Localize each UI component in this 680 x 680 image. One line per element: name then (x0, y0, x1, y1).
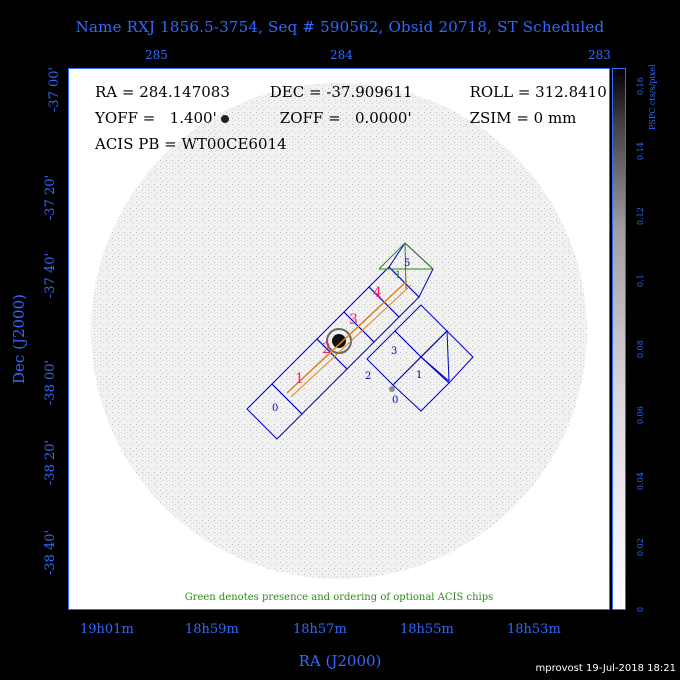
colorbar-tick: 0.08 (636, 340, 645, 358)
acis-pb-value: ACIS PB = WT00CE6014 (95, 135, 287, 153)
i-chip-label: 2 (365, 371, 371, 382)
focus-label: 1 (295, 371, 304, 387)
colorbar-tick: 0.06 (636, 406, 645, 424)
optional-chip-label: 1 (395, 270, 401, 281)
colorbar-tick: 0.12 (636, 207, 645, 225)
colorbar-tick: 0.04 (636, 472, 645, 490)
ra-bottom-tick: 19h01m (80, 622, 134, 637)
target-source (332, 334, 346, 348)
dec-tick: -38 00' (43, 359, 59, 406)
dec-value: DEC = -37.909611 (269, 83, 413, 101)
ra-bottom-tick: 18h59m (185, 622, 239, 637)
sky-image: 0 5 3 2 1 0 1 1 2 3 4 (91, 83, 587, 579)
ra-top-tick: 283 (588, 48, 611, 62)
point-source (389, 386, 395, 392)
i-chip-label: 0 (392, 395, 398, 406)
colorbar-tick: 0.14 (636, 142, 645, 160)
acis-i1-chip-outline (420, 330, 474, 384)
point-source (221, 115, 229, 123)
s-chip-label: 0 (272, 403, 278, 414)
optional-chips-note: Green denotes presence and ordering of o… (184, 592, 494, 603)
colorbar-unit: PSPC cts/s/pixel (648, 64, 657, 130)
zsim-value: ZSIM = 0 mm (469, 109, 577, 127)
yoff-value: YOFF = 1.400' (95, 109, 217, 127)
dec-tick: -37 40' (43, 252, 59, 299)
colorbar-tick: 0.16 (636, 77, 645, 95)
ra-bottom-tick: 18h57m (293, 622, 347, 637)
roll-value: ROLL = 312.8410 (469, 83, 607, 101)
zoff-value: ZOFF = 0.0000' (279, 109, 412, 127)
dec-tick: -38 40' (43, 529, 59, 576)
plot-title: Name RXJ 1856.5-3754, Seq # 590562, Obsi… (75, 18, 605, 36)
ra-bottom-tick: 18h53m (507, 622, 561, 637)
acis-i-array (366, 304, 474, 412)
s-chip-label: 5 (404, 258, 410, 269)
dec-tick: -37 00' (47, 66, 63, 113)
observation-info: RA = 284.147083 DEC = -37.909611 ROLL = … (95, 79, 607, 157)
focus-label: 3 (349, 312, 358, 328)
colorbar (612, 68, 626, 610)
dec-tick: -37 20' (43, 174, 59, 221)
i-chip-label: 1 (416, 370, 422, 381)
colorbar-tick: 0 (636, 606, 645, 612)
ra-bottom-tick: 18h55m (400, 622, 454, 637)
pspc-field (91, 83, 587, 579)
ra-value: RA = 284.147083 (95, 83, 230, 101)
acis-s-array (246, 242, 434, 440)
y-axis-label: Dec (J2000) (9, 294, 28, 384)
x-axis-label: RA (J2000) (298, 652, 382, 670)
colorbar-tick: 0.02 (636, 538, 645, 556)
colorbar-tick: 0.1 (636, 274, 645, 287)
ra-top-tick: 284 (330, 48, 353, 62)
sky-image-panel: 0 5 3 2 1 0 1 1 2 3 4 (68, 68, 610, 610)
i-chip-label: 3 (391, 346, 397, 357)
focus-label: 2 (322, 341, 331, 357)
focus-label: 4 (373, 285, 382, 301)
footer-credit: mprovost 19-Jul-2018 18:21 (535, 663, 676, 674)
ra-top-tick: 285 (145, 48, 168, 62)
dither-track (286, 280, 408, 394)
dec-tick: -38 20' (43, 439, 59, 486)
